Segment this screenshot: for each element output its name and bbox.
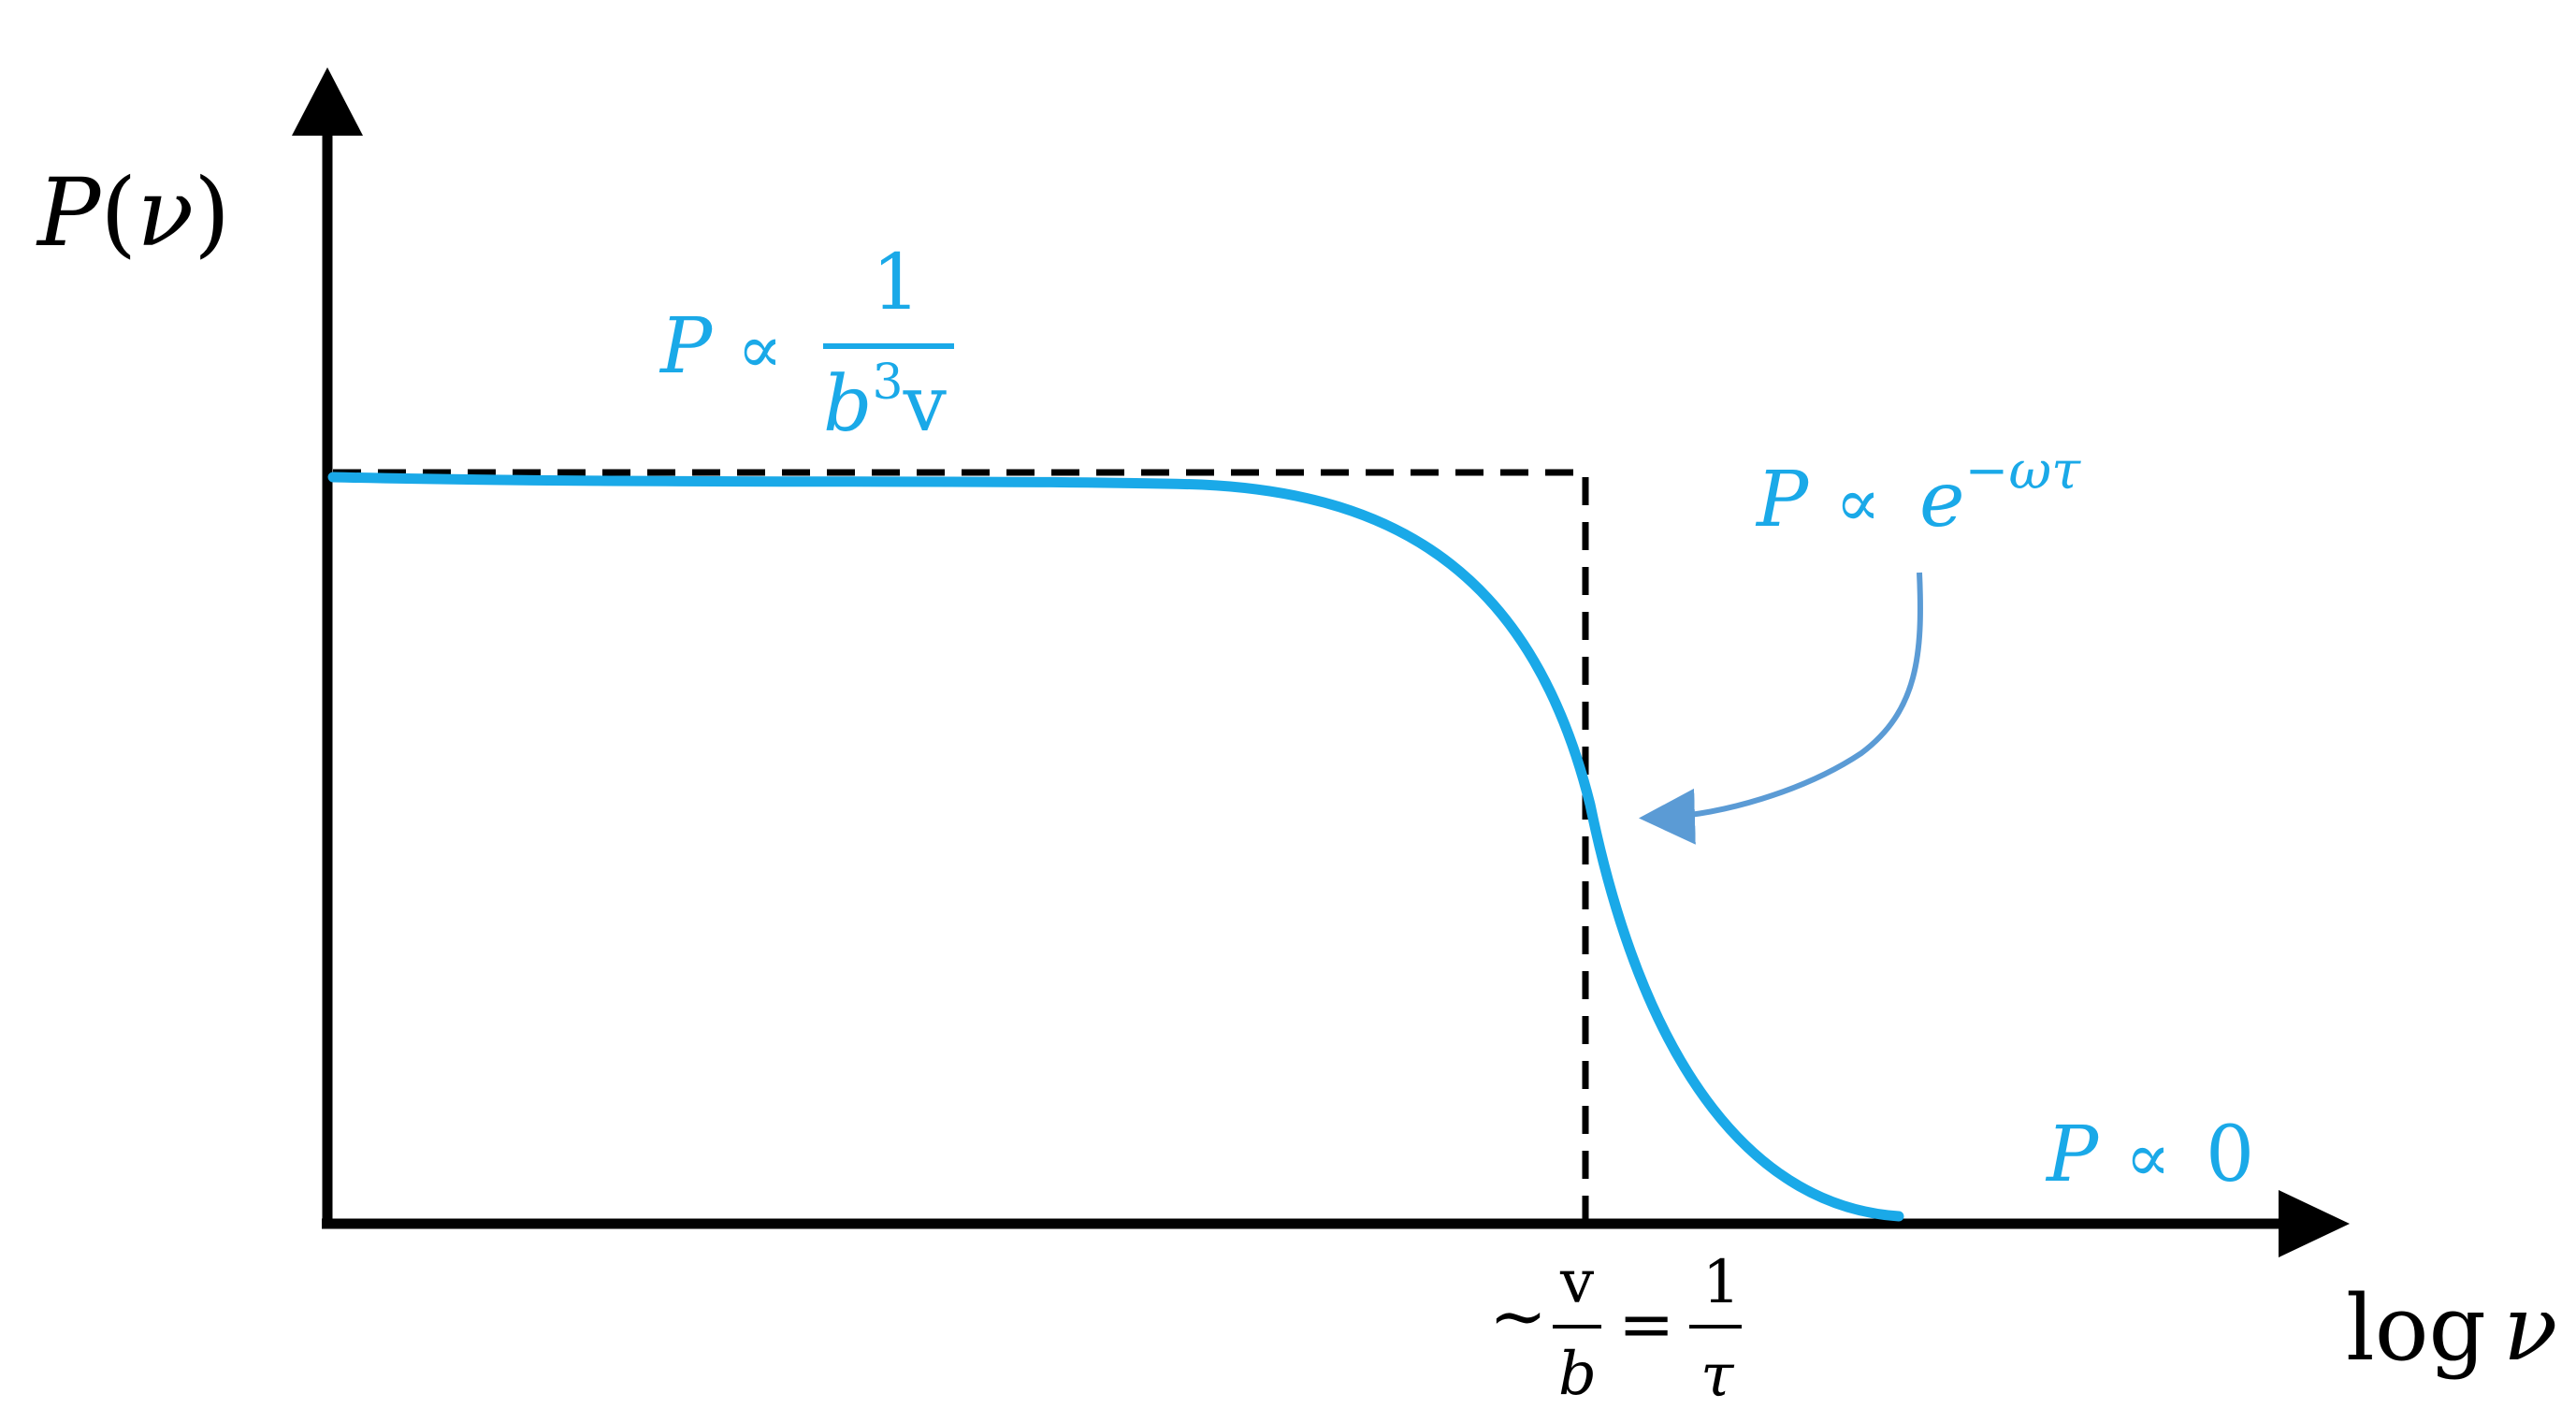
y-axis-arrowhead [292, 67, 363, 136]
svg-text:∝: ∝ [1835, 463, 1881, 542]
svg-text:P: P [2045, 1111, 2100, 1199]
tail-label: P ∝ 0 [2045, 1111, 2254, 1199]
svg-text:1: 1 [872, 239, 920, 327]
svg-text:1: 1 [1702, 1248, 1741, 1317]
svg-text:b: b [1558, 1340, 1597, 1409]
decay-annotation-arrow [1639, 572, 1923, 845]
x-axis-label: log ν [2346, 1276, 2557, 1381]
svg-text:b3v: b3v [823, 355, 948, 449]
x-axis-arrowhead [2279, 1190, 2350, 1257]
svg-text:0: 0 [2206, 1111, 2254, 1199]
svg-text:∝: ∝ [2125, 1118, 2171, 1197]
svg-text:τ: τ [1700, 1342, 1735, 1411]
svg-text:P: P [1755, 456, 1810, 545]
dashed-cutoff-step [333, 469, 1589, 1221]
svg-text:e−ωτ: e−ωτ [1919, 441, 2081, 545]
plateau-label: P ∝ 1 b3v [658, 239, 954, 449]
cutoff-label: ~ v b = 1 τ [1489, 1248, 1742, 1411]
svg-text:∝: ∝ [737, 310, 783, 388]
svg-text:P: P [658, 302, 714, 391]
svg-text:=: = [1618, 1285, 1674, 1363]
spectrum-curve [327, 472, 1904, 1222]
svg-text:~: ~ [1489, 1276, 1547, 1357]
svg-text:v: v [1559, 1248, 1594, 1317]
decay-label: P ∝ e−ωτ [1755, 441, 2081, 545]
y-axis-label: P(ν) [36, 158, 230, 268]
